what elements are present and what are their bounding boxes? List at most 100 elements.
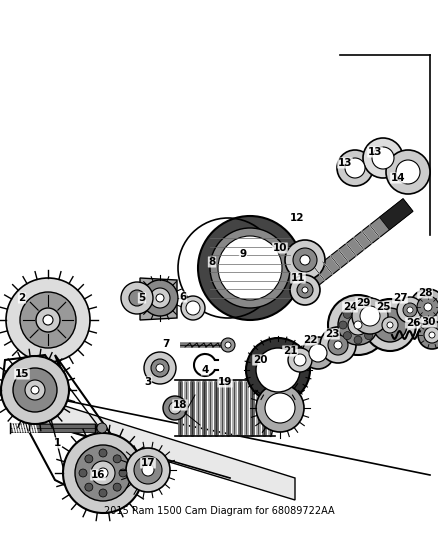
Text: 10: 10 bbox=[273, 243, 287, 253]
Circle shape bbox=[256, 348, 300, 392]
Circle shape bbox=[345, 158, 365, 178]
Text: 1: 1 bbox=[53, 438, 60, 448]
Circle shape bbox=[210, 228, 290, 308]
Circle shape bbox=[85, 483, 93, 491]
Polygon shape bbox=[14, 390, 295, 500]
Circle shape bbox=[410, 289, 438, 325]
Circle shape bbox=[126, 448, 170, 492]
Circle shape bbox=[99, 489, 107, 497]
Text: 12: 12 bbox=[290, 213, 304, 223]
Circle shape bbox=[221, 338, 235, 352]
Circle shape bbox=[63, 433, 143, 513]
Text: 15: 15 bbox=[15, 369, 29, 379]
Circle shape bbox=[373, 308, 407, 342]
Circle shape bbox=[352, 298, 388, 334]
Circle shape bbox=[360, 306, 380, 326]
Text: 13: 13 bbox=[368, 147, 382, 157]
Circle shape bbox=[337, 150, 373, 186]
Text: 2: 2 bbox=[18, 293, 26, 303]
Text: 17: 17 bbox=[141, 458, 155, 468]
Circle shape bbox=[36, 308, 60, 332]
Text: 9: 9 bbox=[240, 249, 247, 259]
Text: 3: 3 bbox=[145, 377, 152, 387]
Circle shape bbox=[129, 290, 145, 306]
Circle shape bbox=[418, 321, 438, 349]
Circle shape bbox=[397, 297, 423, 323]
Circle shape bbox=[348, 315, 368, 335]
Polygon shape bbox=[140, 278, 177, 320]
Circle shape bbox=[186, 301, 200, 315]
Circle shape bbox=[382, 317, 398, 333]
Text: 23: 23 bbox=[325, 329, 339, 339]
Circle shape bbox=[43, 315, 53, 325]
Circle shape bbox=[256, 384, 304, 432]
Text: 20: 20 bbox=[253, 355, 267, 365]
Circle shape bbox=[417, 296, 438, 318]
Text: 21: 21 bbox=[283, 346, 297, 356]
Circle shape bbox=[339, 321, 347, 329]
Circle shape bbox=[354, 306, 362, 314]
Circle shape bbox=[300, 255, 310, 265]
Circle shape bbox=[364, 332, 373, 340]
Circle shape bbox=[198, 216, 302, 320]
Circle shape bbox=[142, 464, 154, 476]
Circle shape bbox=[1, 356, 69, 424]
Circle shape bbox=[343, 332, 351, 340]
Circle shape bbox=[13, 368, 57, 412]
Circle shape bbox=[403, 303, 417, 317]
Circle shape bbox=[309, 344, 327, 362]
Circle shape bbox=[163, 396, 187, 420]
Circle shape bbox=[387, 322, 393, 328]
Circle shape bbox=[294, 354, 306, 366]
Circle shape bbox=[364, 299, 416, 351]
Circle shape bbox=[372, 147, 394, 169]
Circle shape bbox=[285, 240, 325, 280]
Circle shape bbox=[134, 456, 162, 484]
Circle shape bbox=[20, 292, 76, 348]
Circle shape bbox=[328, 335, 348, 355]
Text: 6: 6 bbox=[180, 292, 187, 302]
Text: 25: 25 bbox=[376, 302, 390, 312]
Circle shape bbox=[218, 236, 282, 300]
Text: 14: 14 bbox=[391, 173, 405, 183]
Circle shape bbox=[424, 303, 432, 311]
Circle shape bbox=[246, 338, 310, 402]
Circle shape bbox=[302, 337, 334, 369]
Circle shape bbox=[396, 160, 420, 184]
Circle shape bbox=[302, 287, 308, 293]
Circle shape bbox=[407, 307, 413, 313]
Circle shape bbox=[75, 445, 131, 501]
Circle shape bbox=[97, 423, 107, 433]
Text: 24: 24 bbox=[343, 302, 357, 312]
Circle shape bbox=[99, 449, 107, 457]
Circle shape bbox=[181, 296, 205, 320]
Circle shape bbox=[98, 468, 108, 478]
Text: 18: 18 bbox=[173, 400, 187, 410]
Text: 16: 16 bbox=[91, 470, 105, 480]
Polygon shape bbox=[379, 199, 413, 230]
Circle shape bbox=[343, 310, 351, 318]
Text: 29: 29 bbox=[356, 298, 370, 308]
Circle shape bbox=[156, 294, 164, 302]
Text: 8: 8 bbox=[208, 257, 215, 267]
Text: 2015 Ram 1500 Cam Diagram for 68089722AA: 2015 Ram 1500 Cam Diagram for 68089722AA bbox=[104, 506, 334, 516]
Circle shape bbox=[424, 327, 438, 343]
Circle shape bbox=[369, 321, 377, 329]
Circle shape bbox=[429, 332, 435, 338]
Circle shape bbox=[334, 341, 342, 349]
Circle shape bbox=[225, 342, 231, 348]
Circle shape bbox=[121, 282, 153, 314]
Text: 19: 19 bbox=[218, 377, 232, 387]
Text: 27: 27 bbox=[393, 293, 407, 303]
Text: 13: 13 bbox=[338, 158, 352, 168]
Circle shape bbox=[31, 386, 39, 394]
Text: 7: 7 bbox=[162, 339, 170, 349]
Circle shape bbox=[386, 150, 430, 194]
Text: 11: 11 bbox=[291, 273, 305, 283]
Text: 5: 5 bbox=[138, 293, 145, 303]
Text: 26: 26 bbox=[406, 318, 420, 328]
Circle shape bbox=[265, 393, 295, 423]
Circle shape bbox=[363, 138, 403, 178]
Circle shape bbox=[354, 336, 362, 344]
Circle shape bbox=[169, 402, 181, 414]
